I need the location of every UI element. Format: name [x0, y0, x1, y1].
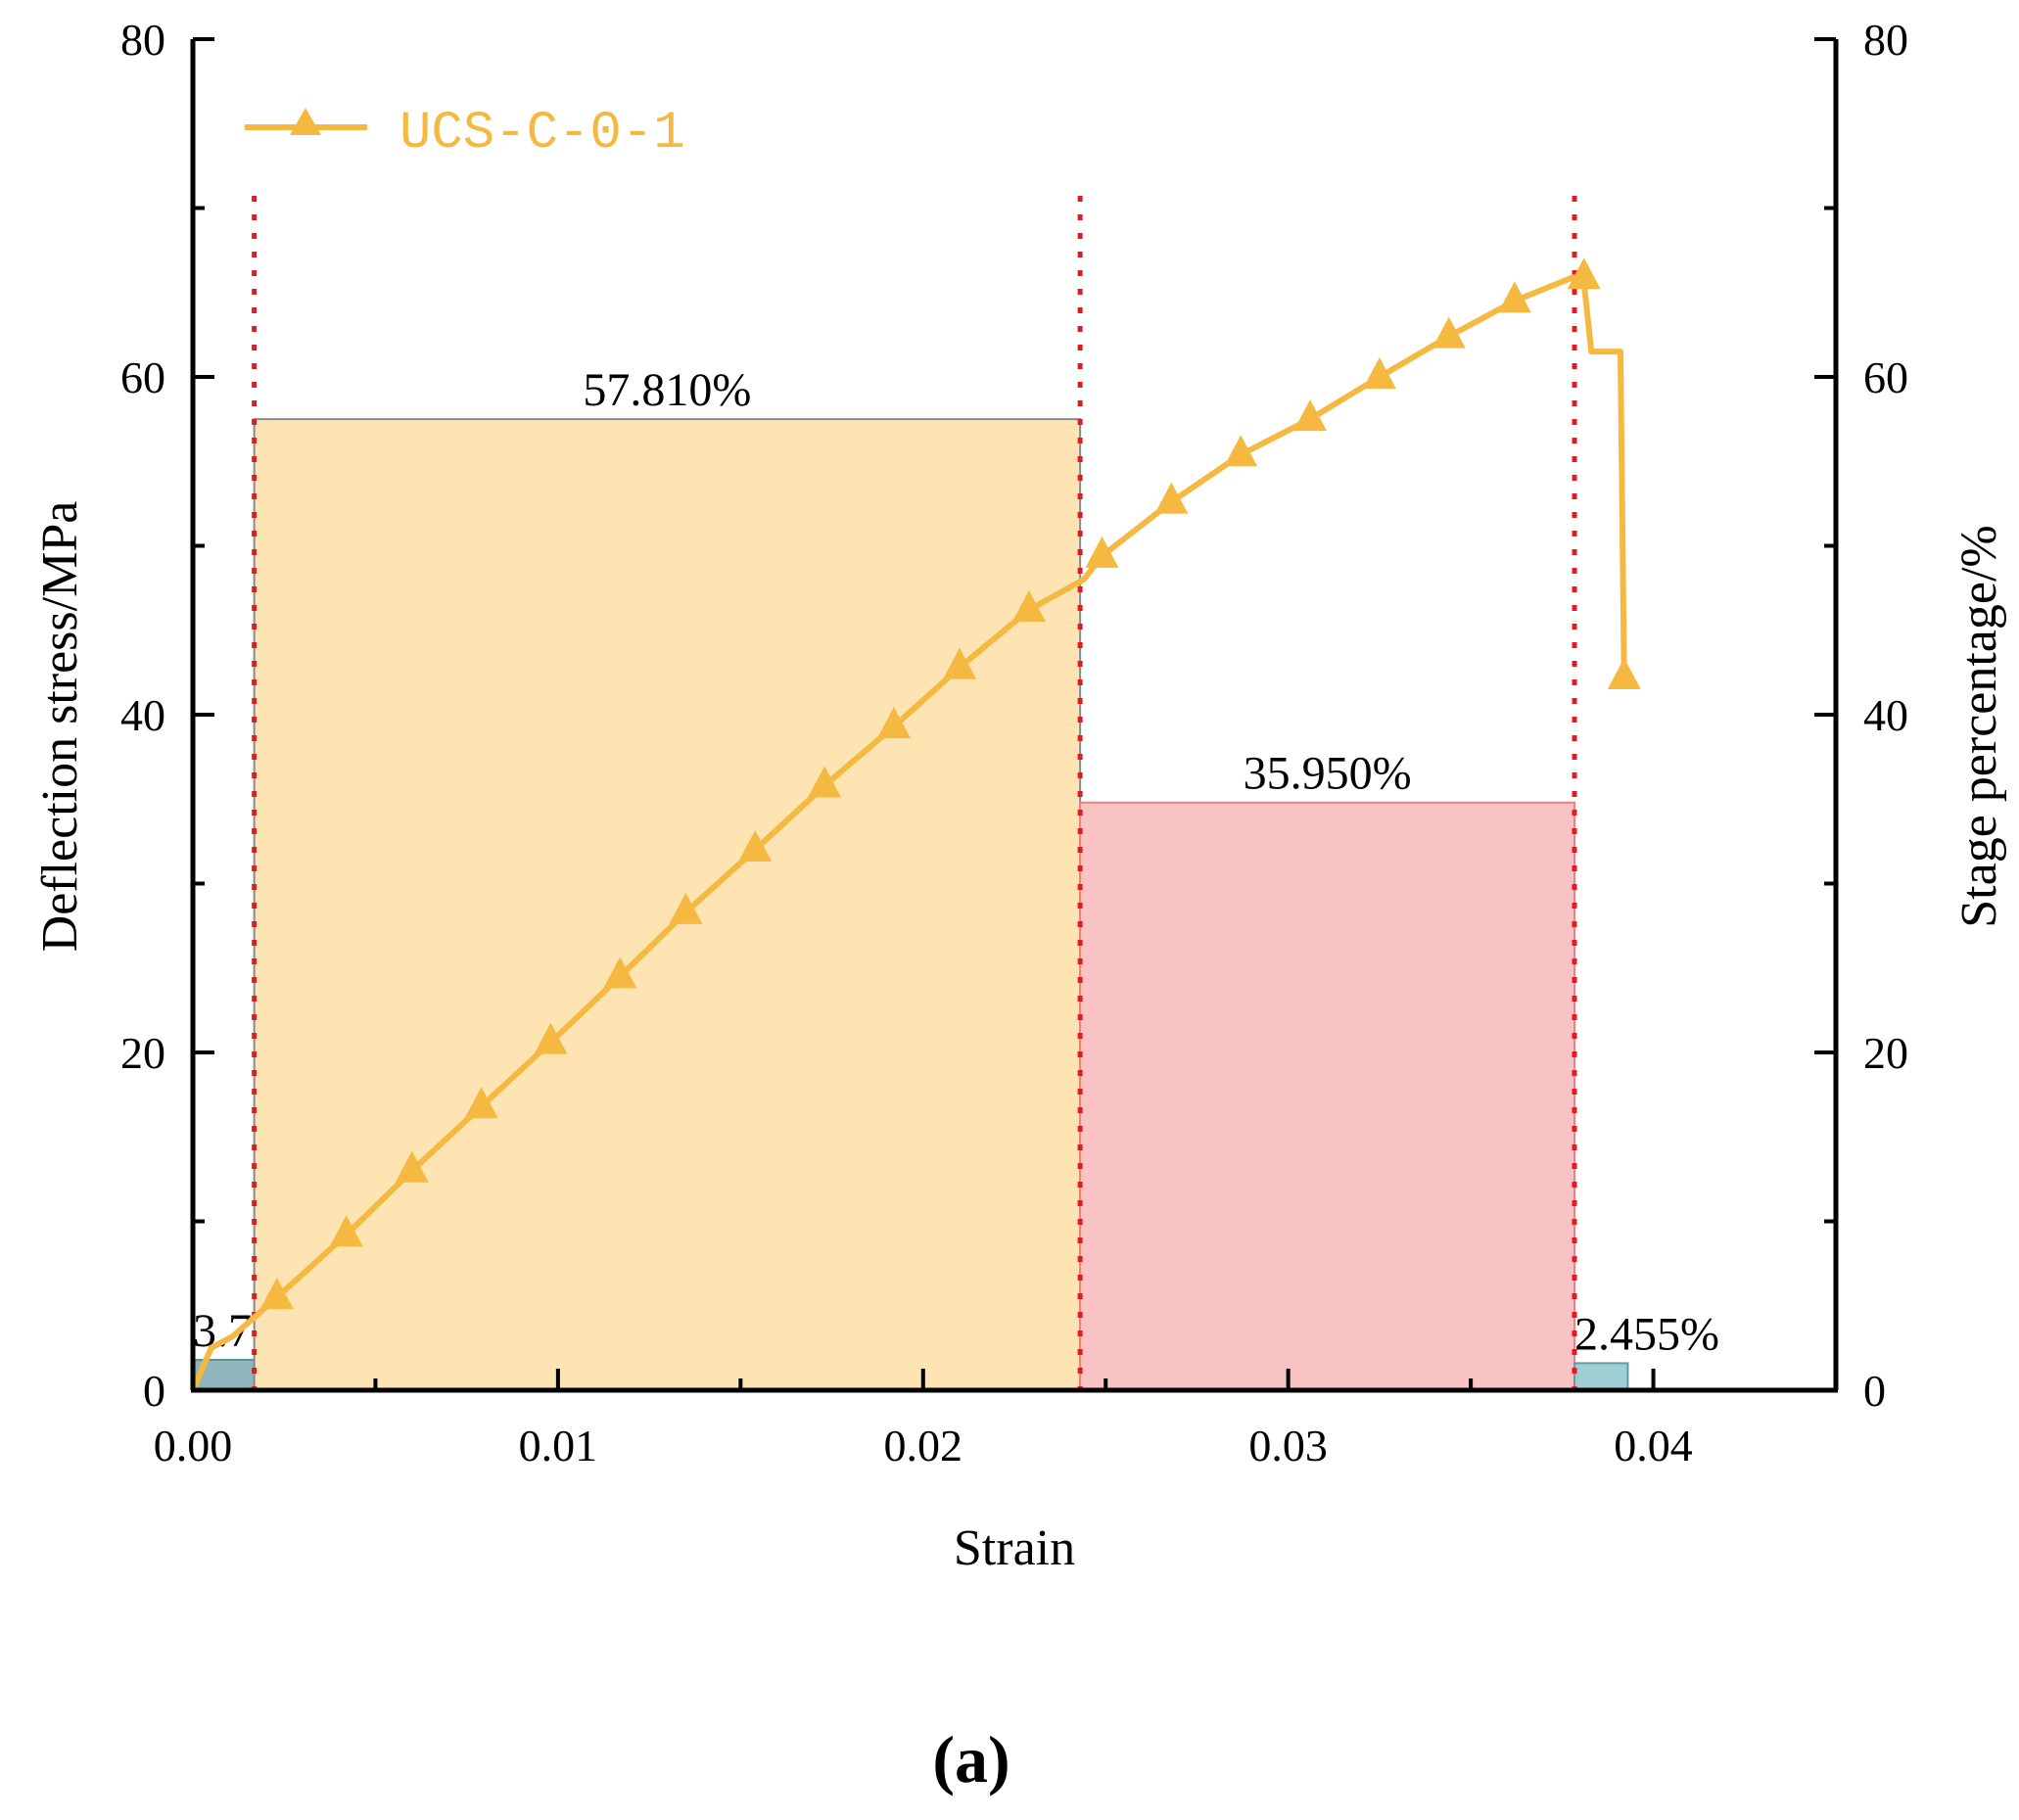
data-point-marker-5	[534, 1022, 568, 1054]
x-tick-label: 0.03	[1248, 1421, 1328, 1470]
y2-tick-label: 20	[1863, 1028, 1908, 1078]
y2-axis-title: Stage percentage/%	[1951, 525, 2007, 927]
y2-tick-label: 0	[1863, 1366, 1886, 1416]
data-point-marker-21	[1607, 658, 1641, 690]
data-point-marker-7	[669, 892, 703, 924]
legend-entry: UCS-C-0-1	[399, 104, 685, 163]
data-point-marker-3	[395, 1150, 429, 1183]
x-tick-label: 0.00	[154, 1421, 233, 1470]
data-point-marker-8	[738, 830, 773, 862]
data-point-marker-10	[876, 707, 911, 739]
stage-bar-2	[253, 418, 1082, 1391]
data-point-marker-14	[1154, 482, 1189, 514]
y2-tick-label: 60	[1863, 352, 1908, 402]
data-point-marker-13	[1085, 536, 1119, 568]
x-tick-label: 0.04	[1614, 1421, 1693, 1470]
data-point-marker-12	[1011, 590, 1046, 623]
y-tick-label: 80	[120, 15, 165, 65]
data-point-marker-1	[259, 1278, 294, 1310]
data-point-marker-6	[603, 957, 637, 989]
x-axis-title: Strain	[954, 1520, 1075, 1576]
data-point-marker-18	[1432, 316, 1466, 349]
stage-label-2: 57.810%	[583, 364, 751, 416]
y-tick-label: 0	[143, 1366, 165, 1416]
data-point-marker-2	[329, 1215, 363, 1247]
y-tick-label: 60	[120, 352, 165, 402]
data-point-marker-17	[1362, 357, 1396, 389]
data-point-marker-19	[1497, 281, 1531, 313]
stage-label-3: 35.950%	[1244, 748, 1412, 800]
panel-label: (a)	[932, 1722, 1010, 1797]
stage-label-4: 2.455%	[1574, 1308, 1719, 1360]
data-point-marker-20	[1567, 257, 1601, 290]
data-point-marker-16	[1293, 399, 1328, 432]
x-tick-label: 0.02	[884, 1421, 963, 1470]
data-point-marker-4	[464, 1087, 498, 1119]
series-layer	[190, 257, 1641, 1392]
data-point-marker-9	[808, 766, 842, 798]
y2-tick-label: 80	[1863, 15, 1908, 65]
legend-marker-triangle	[290, 108, 321, 135]
stage-bar-4	[1573, 1362, 1629, 1392]
y-tick-label: 40	[120, 690, 165, 740]
tick-labels: 0.00 0.01 0.02 0.03 0.04 0 20 40 60 80 0 20 40 60 80	[120, 15, 1908, 1470]
data-point-marker-15	[1224, 435, 1258, 467]
y-axis-title: Deflection stress/MPa	[32, 501, 88, 953]
y2-tick-label: 40	[1863, 690, 1908, 740]
x-tick-label: 0.01	[519, 1421, 598, 1470]
stage-bar-3	[1079, 801, 1576, 1391]
data-point-marker-11	[943, 647, 977, 679]
stage-boundary-lines	[252, 196, 1577, 1390]
legend: UCS-C-0-1	[245, 104, 685, 163]
y-tick-label: 20	[120, 1028, 165, 1078]
stage-bars: 3.784%57.810%35.950%2.455%	[192, 364, 1719, 1392]
